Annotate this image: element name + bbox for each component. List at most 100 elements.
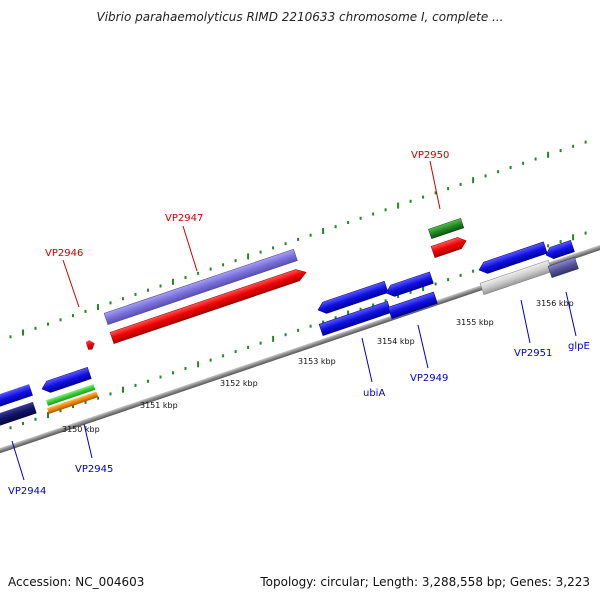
- feature-ubia[interactable]: [316, 280, 389, 315]
- feature-vp2947-cds[interactable]: [109, 267, 308, 345]
- leader-vp2946: [62, 259, 80, 308]
- scale-tick: [247, 345, 250, 349]
- scale-tick: [347, 221, 350, 224]
- scale-tick: [197, 271, 200, 275]
- scale-tick-major: [97, 304, 99, 311]
- leader-vp2950: [429, 160, 441, 210]
- feature-vp2945-rrna[interactable]: [46, 384, 96, 406]
- scale-tick: [572, 144, 575, 148]
- scale-tick-major: [572, 234, 575, 241]
- scale-tick-major: [322, 228, 325, 234]
- scale-tick: [297, 237, 300, 241]
- scale-tick: [547, 244, 550, 248]
- scale-tick: [509, 166, 512, 169]
- scale-tick-major: [172, 278, 174, 285]
- scale-tick: [222, 263, 225, 267]
- scale-tick: [122, 297, 124, 301]
- feature-vp2950[interactable]: [428, 218, 465, 240]
- scale-tick-major: [547, 151, 550, 158]
- upper-scale-dots: [9, 140, 587, 339]
- scale-tick-major: [122, 386, 124, 393]
- scale-tick: [147, 379, 149, 383]
- scale-tick: [172, 371, 174, 375]
- leader-vp2945: [83, 423, 93, 459]
- scale-tick-major: [472, 177, 475, 184]
- scale-tick: [259, 341, 262, 345]
- scale-tick: [9, 426, 12, 430]
- gene-labels: VP2944 VP2945 VP2946 VP2947 ubiA VP2949 …: [8, 150, 590, 497]
- scale-tick-major: [422, 285, 425, 292]
- scale-tick: [72, 314, 74, 318]
- scale-tick: [459, 273, 462, 277]
- leader-vp2944: [11, 440, 25, 481]
- feature-vp2951[interactable]: [477, 241, 548, 276]
- lower-scale-dots: [9, 231, 587, 430]
- scale-tick: [297, 328, 300, 332]
- feature-glpe[interactable]: [544, 240, 575, 260]
- scale-tick: [309, 233, 312, 237]
- leader-vp2951: [520, 299, 531, 344]
- map-title: Vibrio parahaemolyticus RIMD 2210633 chr…: [96, 10, 504, 24]
- scale-tick: [272, 246, 275, 250]
- scale-tick-major: [272, 335, 275, 342]
- scale-tick: [209, 267, 212, 271]
- scale-tick: [184, 367, 187, 370]
- tick-label-3153: 3153 kbp: [298, 357, 336, 366]
- feature-vp2946[interactable]: [85, 339, 96, 351]
- scale-tick: [209, 358, 212, 362]
- scale-tick: [584, 140, 587, 144]
- scale-tick: [72, 405, 74, 409]
- scale-tick: [409, 290, 412, 294]
- feature-vp2944[interactable]: [0, 384, 33, 408]
- feature-vp2949-cds[interactable]: [387, 291, 438, 320]
- scale-tick-major: [397, 202, 400, 209]
- scale-tick: [447, 187, 450, 191]
- feature-glpe-cds[interactable]: [547, 257, 579, 279]
- scale-tick: [359, 307, 362, 311]
- scale-tick: [134, 292, 137, 296]
- scale-tick: [147, 288, 149, 292]
- scale-tick-major: [47, 412, 49, 419]
- scale-tick: [109, 301, 112, 305]
- scale-tick: [584, 231, 587, 235]
- scale-tick: [472, 269, 475, 273]
- scale-tick: [84, 309, 87, 313]
- scale-tick: [522, 161, 525, 165]
- scale-tick: [409, 199, 412, 203]
- tick-label-3154: 3154 kbp: [377, 337, 415, 346]
- gene-label-vp2945: VP2945: [75, 464, 113, 475]
- scale-tick: [434, 282, 437, 286]
- scale-tick: [447, 278, 450, 282]
- scale-tick: [109, 392, 112, 396]
- scale-tick: [322, 320, 325, 324]
- scale-tick: [284, 242, 287, 246]
- gene-label-glpe: glpE: [568, 341, 590, 352]
- tick-label-3155: 3155 kbp: [456, 318, 494, 327]
- feature-vp2950-cds[interactable]: [430, 235, 468, 259]
- scale-tick: [459, 182, 462, 186]
- scale-tick: [309, 324, 312, 328]
- feature-vp2944-cds[interactable]: [0, 401, 37, 427]
- scale-tick: [47, 322, 49, 326]
- leader-glpe: [565, 291, 577, 337]
- scale-tick: [559, 240, 562, 244]
- scale-tick: [384, 299, 387, 303]
- scale-tick: [359, 216, 362, 220]
- scale-tick: [159, 284, 162, 288]
- feature-vp2947[interactable]: [103, 248, 298, 326]
- kbp-tick-labels: 3150 kbp 3151 kbp 3152 kbp 3153 kbp 3154…: [62, 299, 574, 434]
- scale-tick: [372, 303, 375, 307]
- gene-label-vp2949: VP2949: [410, 373, 448, 384]
- scale-tick: [84, 400, 87, 404]
- scale-tick: [59, 318, 62, 322]
- feature-vp2945-trna[interactable]: [47, 391, 99, 414]
- gene-label-ubia: ubiA: [363, 388, 385, 399]
- scale-tick: [34, 417, 37, 421]
- feature-vp2945[interactable]: [40, 366, 92, 394]
- scale-tick: [234, 259, 237, 263]
- feature-vp2949[interactable]: [384, 271, 434, 299]
- scale-tick: [184, 276, 187, 279]
- scale-tick: [97, 396, 99, 400]
- gene-label-leaders: [11, 160, 577, 481]
